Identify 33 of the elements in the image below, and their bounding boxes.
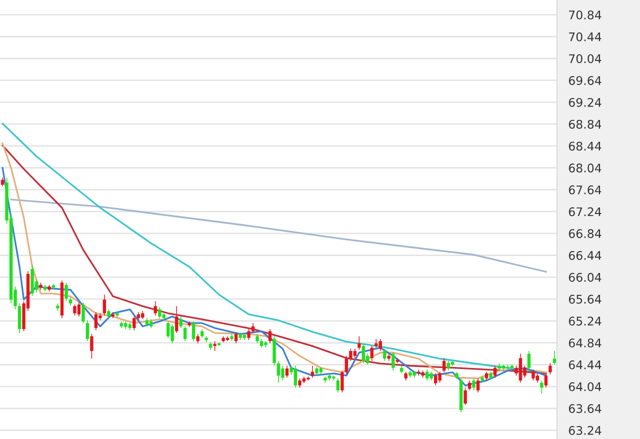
y-tick-label: 68.44 (568, 142, 602, 151)
y-tick-label: 66.04 (568, 272, 602, 282)
y-tick-label: 64.04 (568, 382, 602, 392)
y-tick-label: 64.84 (568, 338, 602, 348)
y-tick-label: 69.24 (568, 98, 602, 107)
y-tick-label: 68.84 (568, 120, 602, 129)
candlestick (396, 358, 399, 364)
y-tick-label: 70.84 (569, 10, 602, 20)
y-tick-label: 70.44 (569, 32, 602, 42)
candlestick (52, 284, 56, 290)
y-tick-label: 67.64 (568, 185, 602, 194)
candlestick (417, 370, 420, 376)
candlestick (552, 350, 556, 365)
candlestick (242, 332, 246, 340)
y-tick-label: 63.24 (568, 426, 602, 435)
y-tick-label: 68.04 (568, 164, 602, 172)
y-tick-label: 66.44 (568, 251, 602, 260)
line-series (10, 198, 547, 273)
y-tick-label: 64.44 (568, 360, 602, 370)
candlestick (510, 364, 514, 370)
y-tick-label: 66.84 (568, 229, 602, 238)
y-tick-label: 63.64 (568, 404, 602, 414)
candlestick (328, 374, 332, 381)
y-tick-label: 65.24 (568, 316, 602, 326)
candlestick (310, 366, 314, 378)
candlestick (332, 376, 336, 381)
y-tick-label: 67.24 (568, 207, 602, 216)
candlestick (502, 364, 506, 371)
y-tick-label: 65.64 (568, 294, 602, 304)
y-tick-label: 69.64 (568, 76, 602, 86)
candlestick (548, 363, 552, 374)
y-tick-label: 70.04 (569, 54, 602, 64)
candlestick (73, 304, 76, 316)
